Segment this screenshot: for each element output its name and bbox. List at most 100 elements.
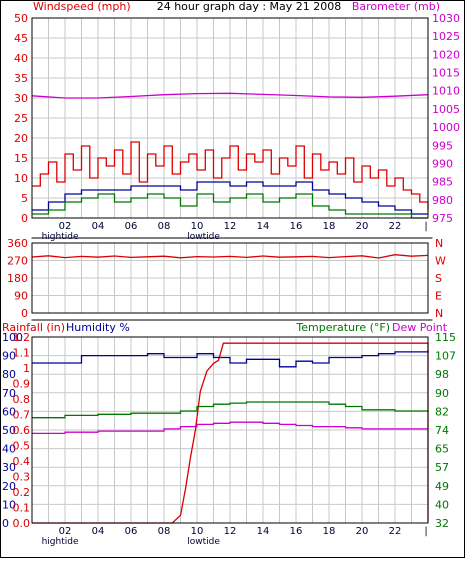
windspeed-tick-label: 15 xyxy=(14,152,28,165)
humidity-tick-label: 20 xyxy=(2,480,16,493)
windspeed-tick-label: 45 xyxy=(14,32,28,45)
temperature-tick-label: 98 xyxy=(435,368,449,381)
rainfall-tick-label: 0.7 xyxy=(13,409,31,422)
p1-x-tick-label: 14 xyxy=(257,221,270,232)
humidity-tick-label: 100 xyxy=(2,331,23,344)
windspeed-tick-label: 10 xyxy=(14,172,28,185)
p3-x-tick-label: 04 xyxy=(92,526,105,537)
p3-x-tick-label: 18 xyxy=(323,526,336,537)
rainfall-axis-label: Rainfall (in) xyxy=(2,321,65,334)
temperature-tick-label: 82 xyxy=(435,405,449,418)
p3-x-tick-label: 08 xyxy=(158,526,171,537)
windspeed-tick-label: 35 xyxy=(14,72,28,85)
direction-tick-label: 180 xyxy=(7,272,28,285)
p3-lowtide-marker: lowtide xyxy=(187,537,220,547)
temperature-tick-label: 115 xyxy=(435,331,456,344)
series-wind-avg xyxy=(32,193,428,219)
p1-x-tick-label: 04 xyxy=(92,221,105,232)
barometer-tick-label: 1020 xyxy=(432,48,460,61)
barometer-tick-label: 1010 xyxy=(432,85,460,98)
series-gust-avg xyxy=(32,181,428,215)
p3-x-tick-label: 16 xyxy=(290,526,303,537)
temperature-tick-label: 90 xyxy=(435,387,449,400)
p3-x-tick-label: 14 xyxy=(257,526,270,537)
humidity-tick-label: 60 xyxy=(2,405,16,418)
rainfall-tick-label: 0.0 xyxy=(13,517,31,530)
rainfall-tick-label: 0.6 xyxy=(13,424,31,437)
rainfall-tick-label: 0.4 xyxy=(13,455,31,468)
p1-plot-border xyxy=(31,17,429,219)
barometer-tick-label: 1030 xyxy=(432,12,460,25)
rainfall-tick-label: 0.8 xyxy=(13,393,31,406)
series-humidity xyxy=(32,350,429,368)
compass-tick-label: W xyxy=(435,255,446,268)
windspeed-axis-label: Windspeed (mph) xyxy=(33,0,131,13)
barometer-tick-label: 990 xyxy=(432,157,453,170)
p3-x-tick-label: 20 xyxy=(356,526,369,537)
p1-x-tick-label: 16 xyxy=(290,221,303,232)
rainfall-tick-label: 0.5 xyxy=(13,440,31,453)
p3-x-tick-label: 22 xyxy=(389,526,402,537)
humidity-tick-label: 70 xyxy=(2,387,16,400)
direction-tick-label: 270 xyxy=(7,255,28,268)
compass-tick-label: N xyxy=(435,237,443,250)
chart-title: 24 hour graph day : May 21 2008 xyxy=(157,0,342,13)
p3-x-tick-label: 10 xyxy=(191,526,204,537)
humidity-tick-label: 80 xyxy=(2,368,16,381)
temperature-tick-label: 107 xyxy=(435,350,456,363)
p1-x-tick-label: 12 xyxy=(224,221,237,232)
temperature-axis-label: Temperature (°F) xyxy=(295,321,390,334)
barometer-tick-label: 985 xyxy=(432,176,453,189)
temperature-tick-label: 32 xyxy=(435,517,449,530)
p3-plot-border xyxy=(31,336,429,524)
series-windspeed xyxy=(32,141,429,210)
series-dew-point xyxy=(32,421,428,435)
humidity-tick-label: 40 xyxy=(2,443,16,456)
direction-tick-label: 360 xyxy=(7,237,28,250)
direction-tick-label: 90 xyxy=(14,290,28,303)
barometer-tick-label: 975 xyxy=(432,212,453,225)
humidity-tick-label: 50 xyxy=(2,424,16,437)
rain-humidity-temp-panel: 0 10 20 30 40 50 60 70 80 90 100 0.0 0.1 0.2 0.3 0.4 0.5… xyxy=(2,331,456,547)
humidity-tick-label: 90 xyxy=(2,350,16,363)
windspeed-tick-label: 30 xyxy=(14,92,28,105)
windspeed-tick-label: 0 xyxy=(21,212,28,225)
p3-x-tick-label: 06 xyxy=(125,526,138,537)
p1-x-tick-label: 22 xyxy=(389,221,402,232)
barometer-tick-label: 980 xyxy=(432,194,453,207)
barometer-tick-label: 1025 xyxy=(432,30,460,43)
wind-barometer-panel: 0510152025303540455097598098599099510001… xyxy=(14,12,460,242)
series-wind-direction xyxy=(31,254,429,259)
divider-top xyxy=(31,237,433,239)
rainfall-tick-label: 1.2 xyxy=(13,331,31,344)
temperature-tick-label: 49 xyxy=(435,480,449,493)
p1-x-tick-label: 02 xyxy=(59,221,72,232)
p3-x-end-tick: | xyxy=(424,526,427,537)
direction-tick-label: 0 xyxy=(21,307,28,320)
temperature-tick-label: 40 xyxy=(435,498,449,511)
compass-tick-label: E xyxy=(435,290,442,303)
windspeed-tick-label: 5 xyxy=(21,192,28,205)
p1-lowtide-marker: lowtide xyxy=(187,232,220,242)
dewpoint-axis-label: Dew Point xyxy=(392,321,448,334)
windspeed-tick-label: 20 xyxy=(14,132,28,145)
p3-x-tick-label: 02 xyxy=(59,526,72,537)
p1-x-tick-label: 06 xyxy=(125,221,138,232)
p1-x-tick-label: 20 xyxy=(356,221,369,232)
barometer-tick-label: 995 xyxy=(432,139,453,152)
barometer-tick-label: 1000 xyxy=(432,121,460,134)
barometer-tick-label: 1015 xyxy=(432,67,460,80)
windspeed-tick-label: 25 xyxy=(14,112,28,125)
p3-hightide-marker: hightide xyxy=(42,537,79,547)
p1-x-tick-label: 10 xyxy=(191,221,204,232)
humidity-tick-label: 0 xyxy=(2,517,9,530)
p3-x-tick-label: 12 xyxy=(224,526,237,537)
p1-x-tick-label: 18 xyxy=(323,221,336,232)
series-barometer xyxy=(31,92,429,99)
divider-bottom xyxy=(31,319,433,321)
humidity-tick-label: 30 xyxy=(2,461,16,474)
rainfall-tick-label: 1.1 xyxy=(13,347,31,360)
series-rainfall xyxy=(32,342,429,524)
